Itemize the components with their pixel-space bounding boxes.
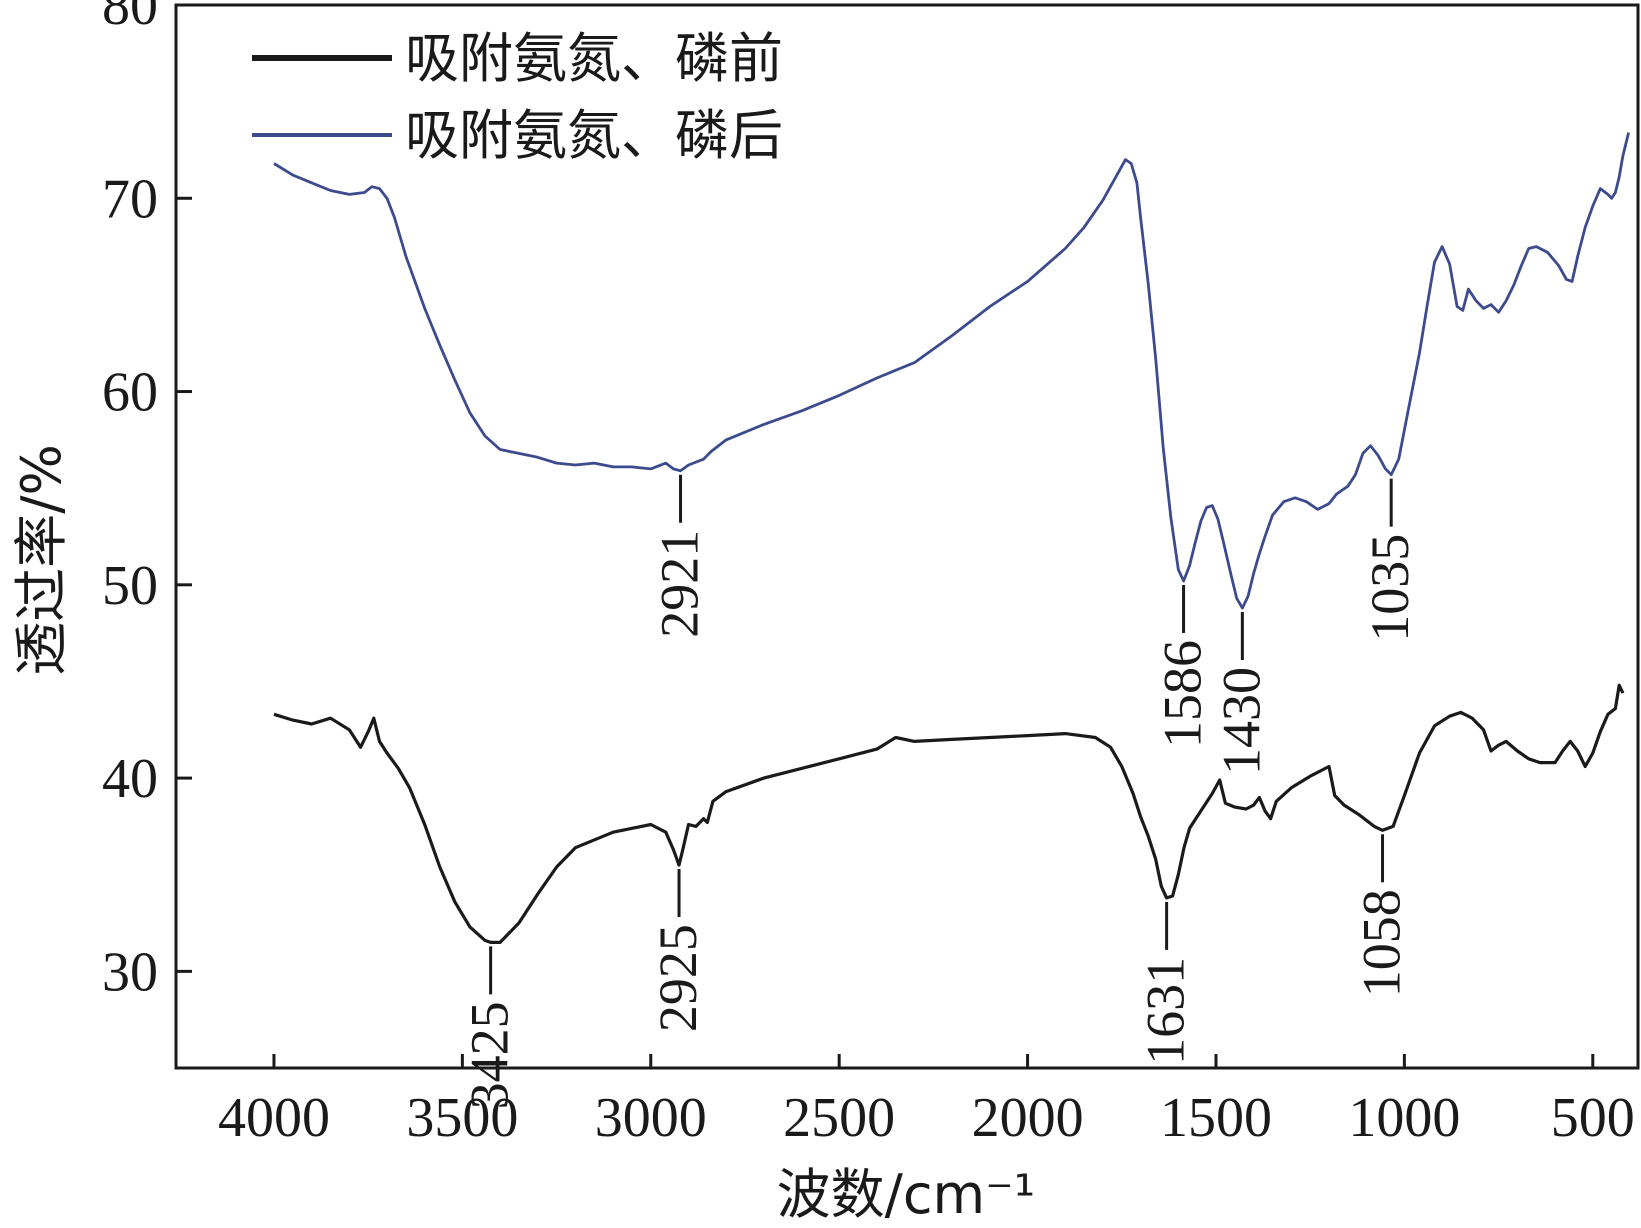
x-tick-label-2500: 2500 [783,1087,895,1149]
annotation-label-1058: 1058 [1352,889,1412,997]
y-tick-label-40: 40 [102,748,158,810]
x-tick-label-4000: 4000 [218,1087,330,1149]
x-tick-label-3500: 3500 [406,1087,518,1149]
annotation-label-1586: 1586 [1153,640,1213,748]
y-tick-label-60: 60 [102,362,158,424]
x-tick-label-1000: 1000 [1348,1087,1460,1149]
y-axis-ticks: 30 40 50 60 70 80 [102,0,192,1003]
series-line-after [273,132,1630,610]
x-tick-label-3000: 3000 [595,1087,707,1149]
annotation-label-3425: 3425 [460,1001,520,1109]
y-axis-title: 透过率/% [10,444,73,676]
legend-label-before: 吸附氨氮、磷前 [405,27,783,90]
legend: 吸附氨氮、磷前 吸附氨氮、磷后 [252,27,783,167]
annotation-label-1631: 1631 [1136,957,1196,1065]
plot-frame [174,3,1640,1070]
x-tick-label-1500: 1500 [1160,1087,1272,1149]
y-tick-label-80: 80 [102,0,158,37]
legend-label-after: 吸附氨氮、磷后 [405,104,783,167]
series-layer [273,132,1630,944]
annotation-label-2925: 2925 [648,924,708,1032]
x-axis-ticks: 4000 3500 3000 2500 2000 1500 1000 500 [218,1054,1635,1149]
y-tick-label-30: 30 [102,941,158,1003]
annotation-label-1430: 1430 [1211,667,1271,775]
annotation-label-2921: 2921 [650,530,710,638]
y-tick-label-50: 50 [102,555,158,617]
x-axis-title: 波数/cm⁻¹ [777,1163,1036,1226]
annotation-label-1035: 1035 [1360,534,1420,642]
y-tick-label-70: 70 [102,168,158,230]
x-tick-label-2000: 2000 [972,1087,1084,1149]
x-tick-label-500: 500 [1551,1087,1635,1149]
series-line-before [273,683,1625,944]
